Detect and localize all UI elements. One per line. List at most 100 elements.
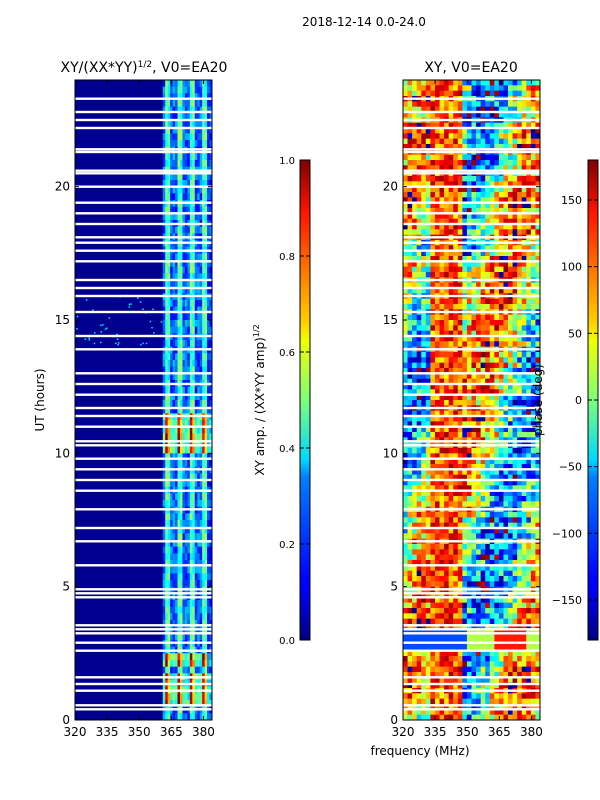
right-heatmap-cell bbox=[448, 197, 454, 203]
right-heatmap-cell bbox=[476, 320, 481, 326]
left-heatmap-cell bbox=[165, 113, 168, 121]
left-heatmap-cell bbox=[199, 300, 203, 307]
right-heatmap-cell bbox=[453, 597, 459, 603]
right-heatmap-cell bbox=[439, 490, 445, 497]
right-heatmap-cell bbox=[439, 282, 445, 289]
left-heatmap-cell bbox=[209, 326, 212, 334]
right-heatmap-cell bbox=[412, 560, 417, 566]
left-heatmap-cell bbox=[172, 80, 176, 87]
left-heatmap-cell bbox=[204, 633, 208, 641]
left-heatmap-cell bbox=[170, 226, 173, 234]
right-heatmap-cell bbox=[430, 325, 436, 331]
amplitude-colorbar: 0.00.20.40.60.81.0 XY amp. / (XX*YY amp)… bbox=[252, 156, 311, 647]
right-heatmap-cell bbox=[476, 288, 481, 294]
right-heatmap-cell bbox=[466, 512, 472, 518]
right-heatmap-cell bbox=[425, 336, 431, 342]
right-heatmap-cell bbox=[412, 474, 417, 481]
right-heatmap-cell bbox=[517, 378, 523, 385]
right-heatmap-cell bbox=[421, 528, 427, 534]
left-heatmap-cell bbox=[172, 86, 176, 94]
right-heatmap-cell bbox=[503, 421, 509, 427]
right-heatmap-cell bbox=[416, 288, 422, 294]
right-heatmap-cell bbox=[462, 256, 468, 262]
right-heatmap-cell bbox=[457, 133, 463, 139]
left-heatmap-speckle bbox=[118, 342, 120, 344]
left-heatmap-cell bbox=[199, 193, 203, 201]
right-heatmap-cell bbox=[453, 362, 459, 369]
right-heatmap-cell bbox=[416, 261, 422, 267]
right-heatmap-cell bbox=[439, 549, 445, 555]
right-heatmap-cell bbox=[530, 133, 536, 139]
right-heatmap-cell bbox=[448, 112, 454, 118]
right-heatmap-cell bbox=[517, 101, 523, 107]
left-heatmap-cell bbox=[180, 280, 183, 287]
left-heatmap-cell bbox=[187, 326, 191, 334]
left-heatmap-cell bbox=[182, 160, 186, 167]
right-heatmap-cell bbox=[407, 496, 413, 502]
left-heatmap-cell bbox=[207, 306, 210, 314]
left-heatmap-cell bbox=[177, 560, 181, 567]
right-heatmap-cell bbox=[421, 512, 427, 518]
right-heatmap-cell bbox=[466, 218, 472, 225]
right-heatmap-cell bbox=[471, 464, 477, 470]
right-heatmap-cell bbox=[416, 464, 422, 470]
left-heatmap-cell bbox=[199, 273, 203, 281]
right-heatmap-cell bbox=[425, 485, 431, 491]
left-heatmap-cell bbox=[209, 180, 212, 187]
right-heatmap-cell bbox=[471, 368, 477, 374]
right-heatmap-cell bbox=[403, 224, 408, 230]
right-heatmap-cell bbox=[453, 213, 459, 219]
left-heatmap-cell bbox=[180, 206, 183, 214]
left-heatmap-cell bbox=[199, 573, 203, 581]
right-heatmap-cell bbox=[476, 560, 481, 566]
left-heatmap-cell bbox=[192, 100, 196, 107]
left-heatmap-cell bbox=[177, 700, 181, 707]
left-heatmap-cell bbox=[194, 440, 198, 447]
left-heatmap-cell bbox=[199, 386, 203, 394]
left-heatmap-cell bbox=[172, 560, 176, 567]
right-heatmap-cell bbox=[508, 522, 513, 529]
right-heatmap-cell bbox=[407, 245, 413, 251]
left-heatmap-cell bbox=[167, 120, 171, 127]
left-heatmap-cell bbox=[202, 340, 205, 347]
left-heatmap-cell bbox=[197, 553, 200, 561]
left-heatmap-speckle bbox=[153, 332, 155, 334]
right-heatmap-cell bbox=[471, 394, 477, 401]
left-heatmap-cell bbox=[189, 526, 193, 534]
right-heatmap-cell bbox=[535, 517, 540, 523]
right-heatmap-cell bbox=[430, 549, 436, 555]
right-heatmap-cell bbox=[521, 176, 527, 182]
right-heatmap-cell bbox=[512, 261, 518, 267]
left-heatmap-cell bbox=[204, 693, 208, 701]
right-heatmap-cell bbox=[489, 266, 495, 273]
right-heatmap-cell bbox=[530, 154, 536, 161]
right-heatmap-cell bbox=[485, 314, 491, 321]
left-heatmap-cell bbox=[187, 193, 191, 201]
left-heatmap-cell bbox=[167, 180, 171, 187]
left-heatmap-cell bbox=[180, 500, 183, 507]
right-heatmap-cell bbox=[466, 357, 472, 363]
left-flagged-row bbox=[75, 540, 212, 543]
right-heatmap-cell bbox=[416, 389, 422, 395]
right-heatmap-cell bbox=[462, 122, 468, 129]
left-heatmap-cell bbox=[184, 700, 188, 707]
right-heatmap-cell bbox=[489, 202, 495, 209]
right-heatmap-cell bbox=[526, 581, 532, 587]
right-heatmap-cell bbox=[462, 373, 468, 379]
right-heatmap-cell bbox=[530, 138, 536, 145]
right-heatmap-cell bbox=[494, 490, 500, 497]
right-heatmap-cell bbox=[498, 181, 504, 187]
right-heatmap-cell bbox=[476, 581, 481, 587]
right-heatmap-cell bbox=[425, 256, 431, 262]
left-heatmap-cell bbox=[189, 300, 193, 307]
left-heatmap-cell bbox=[192, 560, 196, 567]
left-flagged-row bbox=[75, 222, 212, 226]
left-heatmap-cell bbox=[207, 553, 210, 561]
left-heatmap-cell bbox=[199, 140, 203, 147]
right-heatmap-cell bbox=[517, 160, 523, 166]
left-heatmap-cell bbox=[177, 613, 181, 621]
right-heatmap-cell bbox=[407, 181, 413, 187]
right-heatmap-cell bbox=[412, 448, 417, 454]
left-heatmap-cell bbox=[187, 520, 191, 527]
right-heatmap-cell bbox=[512, 496, 518, 502]
